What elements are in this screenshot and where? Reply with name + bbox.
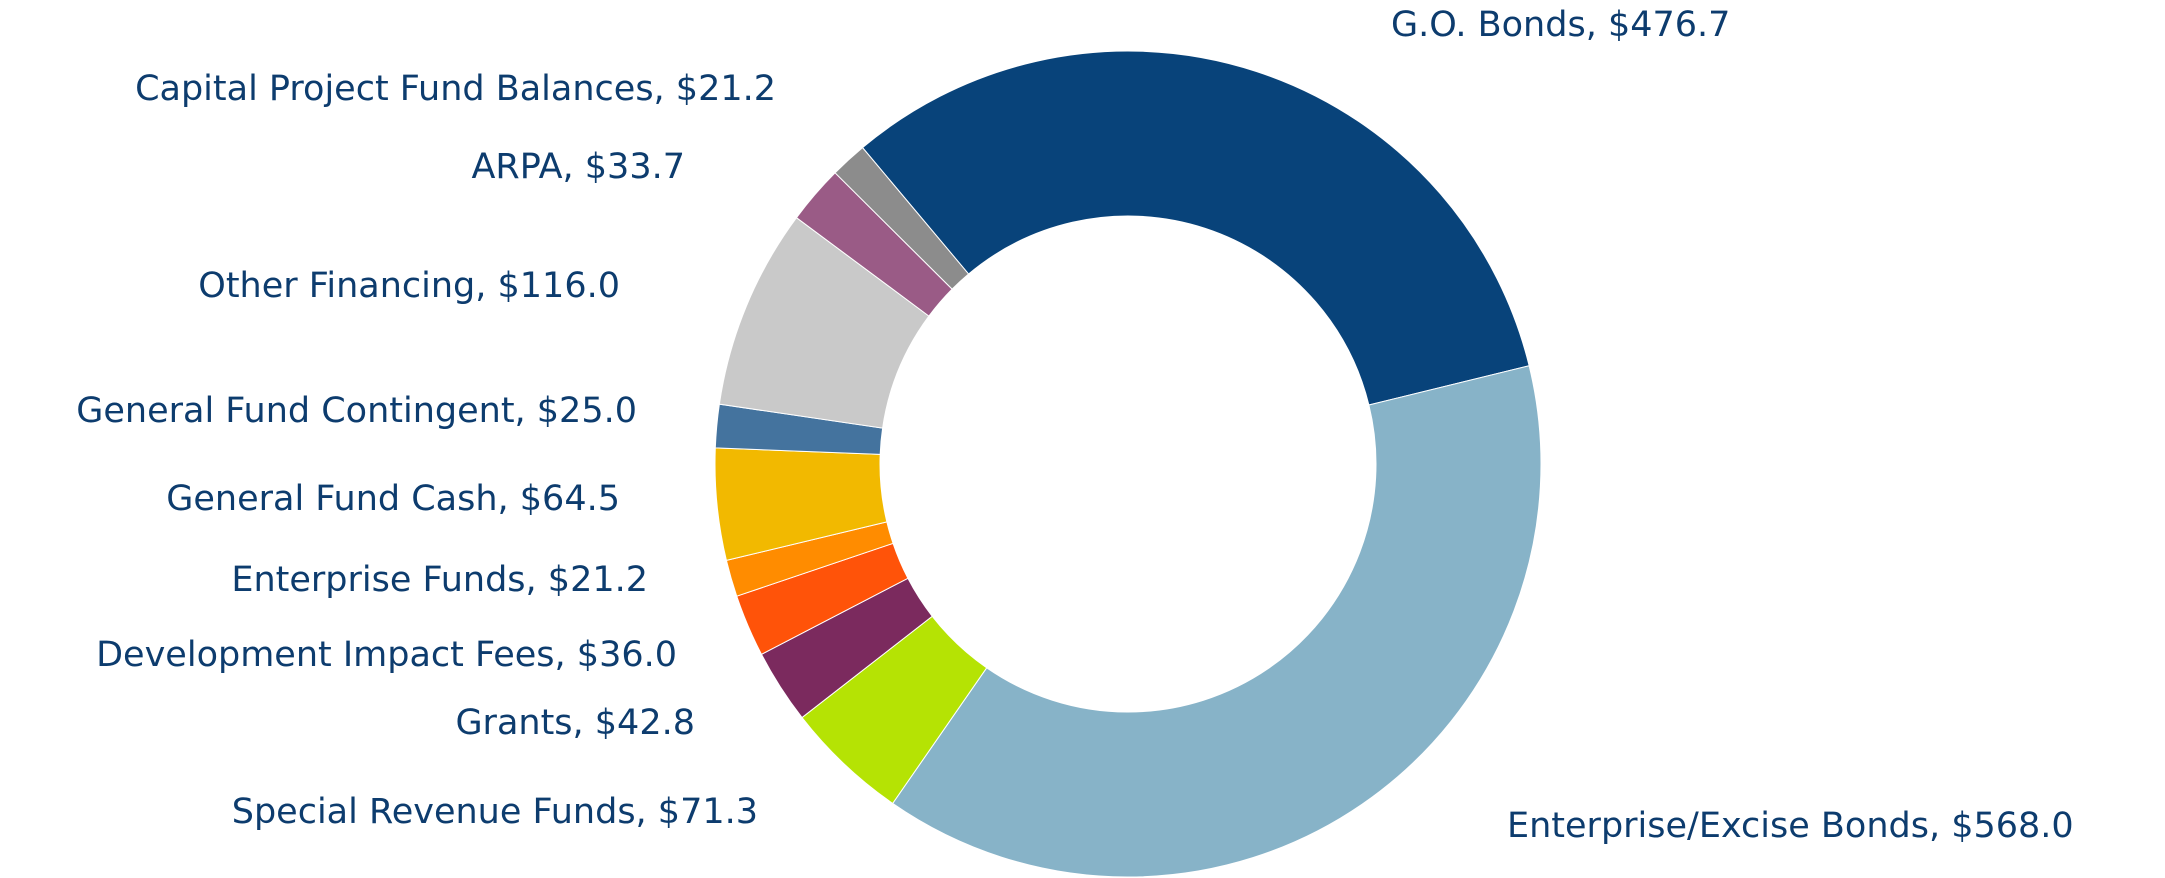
- data-label: Special Revenue Funds, $71.3: [232, 792, 758, 832]
- data-label: Enterprise Funds, $21.2: [231, 560, 648, 600]
- data-label: Grants, $42.8: [455, 703, 695, 743]
- donut-slice: [891, 365, 1542, 878]
- data-label: Other Financing, $116.0: [198, 266, 620, 306]
- data-label: ARPA, $33.7: [471, 147, 685, 187]
- data-label: G.O. Bonds, $476.7: [1391, 5, 1730, 45]
- data-label: Development Impact Fees, $36.0: [96, 635, 677, 675]
- data-label: General Fund Cash, $64.5: [166, 479, 620, 519]
- data-label: Capital Project Fund Balances, $21.2: [135, 69, 776, 109]
- donut-slice: [861, 50, 1530, 406]
- data-label: Enterprise/Excise Bonds, $568.0: [1507, 806, 2074, 846]
- data-label: General Fund Contingent, $25.0: [76, 391, 637, 431]
- donut-slice: [834, 146, 970, 290]
